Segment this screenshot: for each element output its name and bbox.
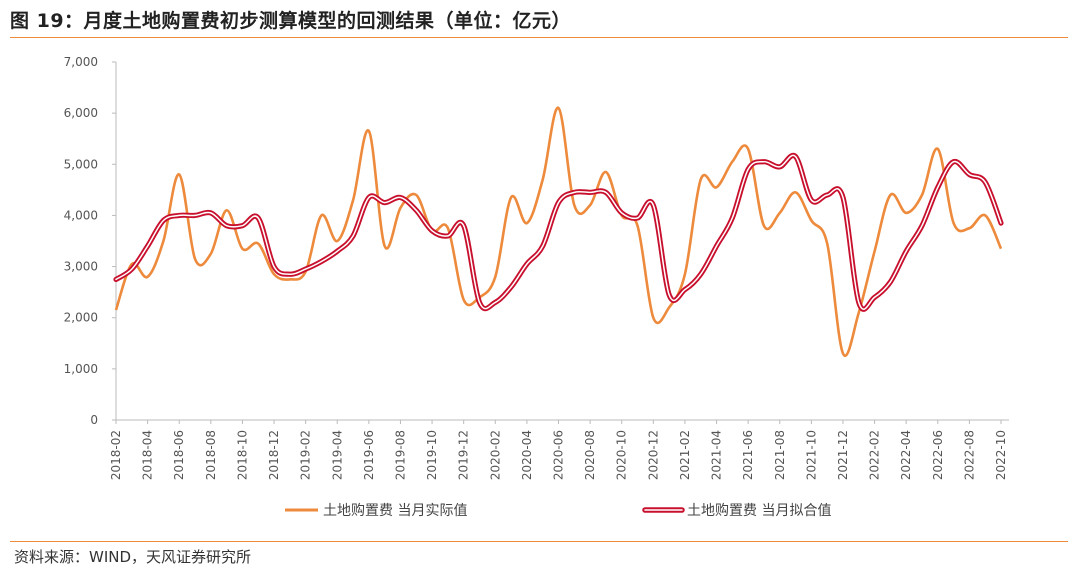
x-axis-ticks: 2018-02 2018-04 2018-06 2018-08 2018-10 2018-…: [109, 420, 1008, 480]
x-tick-label: 2022-08: [962, 430, 976, 480]
series-line-actual: [114, 106, 1003, 357]
y-axis-ticks: 0 1,000 2,000 3,000 4,000 5,000 6,000 7,000: [64, 55, 116, 427]
x-tick-label: 2021-12: [836, 430, 850, 480]
y-tick-label: 3,000: [64, 260, 98, 274]
x-tick-label: 2019-04: [330, 430, 344, 480]
x-tick-label: 2020-06: [552, 430, 566, 480]
y-tick-label: 7,000: [64, 55, 98, 69]
x-tick-label: 2020-08: [583, 430, 597, 480]
x-tick-label: 2021-06: [741, 430, 755, 480]
x-tick-label: 2022-10: [994, 430, 1008, 480]
series-line-fit: [113, 152, 1004, 312]
chart-axes: [115, 62, 1009, 421]
x-tick-label: 2018-10: [235, 430, 249, 480]
y-tick-label: 5,000: [64, 157, 98, 171]
x-tick-label: 2020-12: [646, 430, 660, 480]
x-tick-label: 2022-06: [931, 430, 945, 480]
y-tick-label: 4,000: [64, 208, 98, 222]
legend-label-actual: 土地购置费 当月实际值: [323, 503, 467, 519]
source-divider: [10, 541, 1068, 542]
x-tick-label: 2022-04: [899, 430, 913, 480]
x-tick-label: 2018-08: [204, 430, 218, 480]
y-tick-label: 2,000: [64, 311, 98, 325]
legend-label-fit: 土地购置费 当月拟合值: [687, 503, 831, 519]
x-tick-label: 2022-02: [868, 430, 882, 480]
x-tick-label: 2020-04: [520, 430, 534, 480]
x-tick-label: 2018-06: [172, 430, 186, 480]
x-tick-label: 2020-10: [615, 430, 629, 480]
x-tick-label: 2021-08: [773, 430, 787, 480]
source-note: 资料来源：WIND，天风证券研究所: [14, 548, 252, 566]
y-tick-label: 6,000: [64, 106, 98, 120]
x-tick-label: 2019-02: [299, 430, 313, 480]
x-tick-label: 2018-12: [267, 430, 281, 480]
figure-title: 图 19：月度土地购置费初步测算模型的回测结果（单位：亿元）: [10, 10, 572, 32]
x-tick-label: 2019-12: [457, 430, 471, 480]
x-tick-label: 2019-08: [393, 430, 407, 480]
x-tick-label: 2019-10: [425, 430, 439, 480]
series-lines: [113, 106, 1004, 357]
x-tick-label: 2021-04: [710, 430, 724, 480]
x-tick-label: 2021-10: [804, 430, 818, 480]
title-divider: [10, 37, 1068, 38]
y-tick-label: 0: [90, 413, 98, 427]
x-tick-label: 2019-06: [362, 430, 376, 480]
x-tick-label: 2018-02: [109, 430, 123, 480]
chart-legend: 土地购置费 当月实际值 土地购置费 当月拟合值: [285, 503, 831, 519]
x-tick-label: 2020-02: [488, 430, 502, 480]
x-tick-label: 2021-02: [678, 430, 692, 480]
x-tick-label: 2018-04: [141, 430, 155, 480]
y-tick-label: 1,000: [64, 362, 98, 376]
series-line-fit-highlight: [115, 154, 1002, 310]
